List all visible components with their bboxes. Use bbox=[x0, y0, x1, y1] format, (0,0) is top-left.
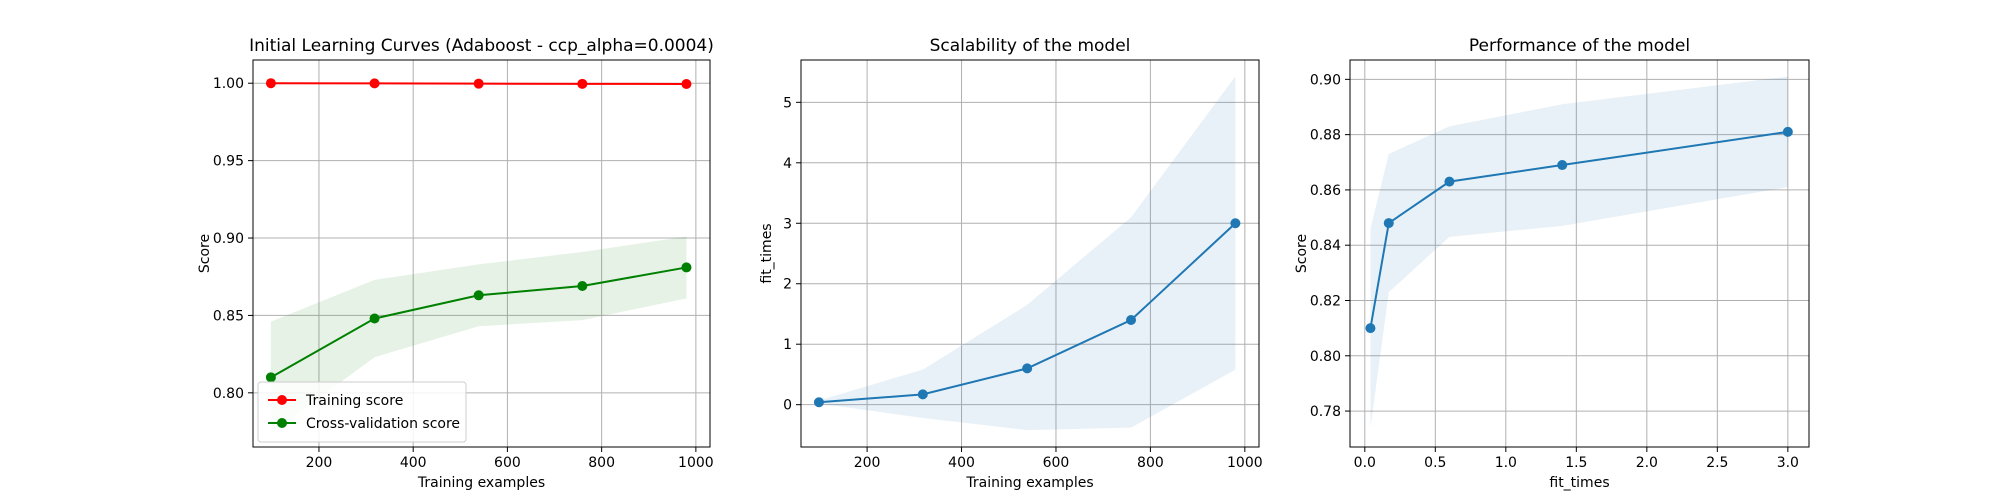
data-point bbox=[265, 78, 276, 89]
data-point bbox=[1383, 218, 1394, 229]
y-tick-label: 1.00 bbox=[213, 76, 244, 92]
y-tick-label: 0.88 bbox=[1310, 128, 1341, 144]
legend-marker bbox=[277, 418, 287, 428]
data-point bbox=[917, 389, 928, 400]
data-point bbox=[265, 372, 276, 383]
y-tick-label: 0.90 bbox=[1310, 72, 1341, 88]
y-axis-label: Score bbox=[1294, 234, 1310, 273]
y-tick-label: 1 bbox=[783, 337, 792, 353]
x-tick-label: 400 bbox=[948, 455, 975, 471]
x-tick-label: 1.0 bbox=[1495, 455, 1517, 471]
y-tick-label: 0 bbox=[783, 398, 792, 414]
x-axis-label: Training examples bbox=[417, 475, 545, 491]
confidence-band-1 bbox=[818, 76, 1236, 431]
data-point bbox=[1126, 315, 1137, 326]
x-tick-label: 1000 bbox=[678, 455, 714, 471]
x-tick-label: 400 bbox=[400, 455, 427, 471]
gridlines bbox=[801, 60, 1259, 447]
legend-box bbox=[257, 381, 467, 443]
y-tick-label: 0.84 bbox=[1310, 238, 1341, 254]
gridlines bbox=[1350, 60, 1809, 447]
y-tick-label: 4 bbox=[783, 156, 792, 172]
chart-panel-3: 0.0 0.5 1.0 1.5 2.0 2.5 3.0 0.78 0.80 0.82 0.84 0.8… bbox=[1294, 36, 1810, 491]
data-point bbox=[1365, 323, 1376, 334]
y-axis-label: Score bbox=[197, 234, 213, 273]
plot-area bbox=[813, 76, 1241, 431]
y-tick-label: 2 bbox=[783, 277, 792, 293]
y-axis-label: fit_times bbox=[759, 223, 775, 283]
plot-area bbox=[1365, 76, 1793, 428]
chart-title: Performance of the model bbox=[1469, 36, 1690, 56]
x-tick-label: 600 bbox=[494, 455, 521, 471]
x-tick-label: 3.0 bbox=[1777, 455, 1799, 471]
data-point bbox=[681, 262, 692, 273]
data-point bbox=[1782, 126, 1793, 137]
y-tick-label: 3 bbox=[783, 216, 792, 232]
y-tick-label: 0.80 bbox=[1310, 349, 1341, 365]
data-point bbox=[1022, 363, 1033, 374]
legend-marker bbox=[277, 395, 287, 405]
x-tick-label: 200 bbox=[854, 455, 881, 471]
data-point bbox=[577, 281, 588, 292]
y-tick-label: 0.90 bbox=[213, 231, 244, 247]
data-point bbox=[473, 290, 484, 301]
confidence-band-1 bbox=[1370, 76, 1788, 428]
y-tick-label: 0.78 bbox=[1310, 404, 1341, 420]
x-tick-label: 0.0 bbox=[1354, 455, 1376, 471]
y-tick-label: 0.80 bbox=[213, 386, 244, 402]
x-tick-label: 800 bbox=[588, 455, 615, 471]
legend-label: Training score bbox=[305, 393, 403, 409]
chart-panel-2: 200 400 600 800 1000 0 1 2 3 4 5 Scalability of the… bbox=[759, 36, 1263, 491]
data-point bbox=[1230, 218, 1241, 229]
y-tick-label: 0.82 bbox=[1310, 293, 1341, 309]
data-point bbox=[1557, 160, 1568, 171]
x-tick-label: 1.5 bbox=[1565, 455, 1587, 471]
x-tick-label: 0.5 bbox=[1424, 455, 1446, 471]
data-point bbox=[681, 78, 692, 89]
chart-panel-1: 200 400 600 800 1000 0.80 0.85 0.90 0.95 1.00 Init… bbox=[197, 36, 714, 491]
x-tick-label: 1000 bbox=[1227, 455, 1263, 471]
legend: Training score Cross-validation score bbox=[257, 381, 467, 443]
x-tick-label: 600 bbox=[1043, 455, 1070, 471]
axes-frame bbox=[252, 59, 711, 448]
data-point bbox=[1444, 176, 1455, 187]
axes-frame bbox=[1349, 59, 1810, 448]
data-point bbox=[473, 78, 484, 89]
y-tick-label: 0.95 bbox=[213, 154, 244, 170]
x-tick-label: 2.0 bbox=[1636, 455, 1658, 471]
x-tick-label: 200 bbox=[306, 455, 333, 471]
legend-label: Cross-validation score bbox=[306, 416, 460, 432]
y-tick-label: 0.85 bbox=[213, 308, 244, 324]
chart-title: Initial Learning Curves (Adaboost - ccp_… bbox=[249, 36, 714, 56]
x-tick-label: 800 bbox=[1137, 455, 1164, 471]
data-point bbox=[813, 397, 824, 408]
plot-area bbox=[265, 78, 692, 434]
data-point bbox=[369, 78, 380, 89]
x-axis-label: Training examples bbox=[965, 475, 1093, 491]
chart-title: Scalability of the model bbox=[930, 36, 1131, 56]
x-tick-label: 2.5 bbox=[1706, 455, 1728, 471]
data-point bbox=[369, 313, 380, 324]
axes-frame bbox=[800, 59, 1260, 448]
x-axis-label: fit_times bbox=[1549, 475, 1609, 491]
y-tick-label: 0.86 bbox=[1310, 183, 1341, 199]
data-point bbox=[577, 78, 588, 89]
y-tick-label: 5 bbox=[783, 95, 792, 111]
